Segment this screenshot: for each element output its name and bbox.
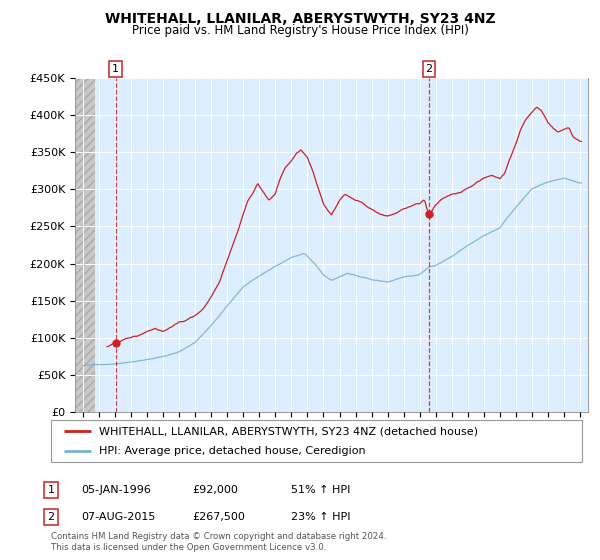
Text: Price paid vs. HM Land Registry's House Price Index (HPI): Price paid vs. HM Land Registry's House … <box>131 24 469 37</box>
Bar <box>75 78 95 412</box>
Text: 2: 2 <box>425 64 433 74</box>
Text: 2: 2 <box>47 512 55 522</box>
Text: HPI: Average price, detached house, Ceredigion: HPI: Average price, detached house, Cere… <box>99 446 365 456</box>
Text: WHITEHALL, LLANILAR, ABERYSTWYTH, SY23 4NZ (detached house): WHITEHALL, LLANILAR, ABERYSTWYTH, SY23 4… <box>99 426 478 436</box>
Text: 05-JAN-1996: 05-JAN-1996 <box>81 485 151 495</box>
Text: WHITEHALL, LLANILAR, ABERYSTWYTH, SY23 4NZ: WHITEHALL, LLANILAR, ABERYSTWYTH, SY23 4… <box>104 12 496 26</box>
Text: 1: 1 <box>47 485 55 495</box>
Text: £267,500: £267,500 <box>192 512 245 522</box>
FancyBboxPatch shape <box>51 420 582 462</box>
Text: 23% ↑ HPI: 23% ↑ HPI <box>291 512 350 522</box>
Text: 1: 1 <box>112 64 119 74</box>
Text: £92,000: £92,000 <box>192 485 238 495</box>
Text: 51% ↑ HPI: 51% ↑ HPI <box>291 485 350 495</box>
Text: Contains HM Land Registry data © Crown copyright and database right 2024.
This d: Contains HM Land Registry data © Crown c… <box>51 532 386 552</box>
Text: 07-AUG-2015: 07-AUG-2015 <box>81 512 155 522</box>
